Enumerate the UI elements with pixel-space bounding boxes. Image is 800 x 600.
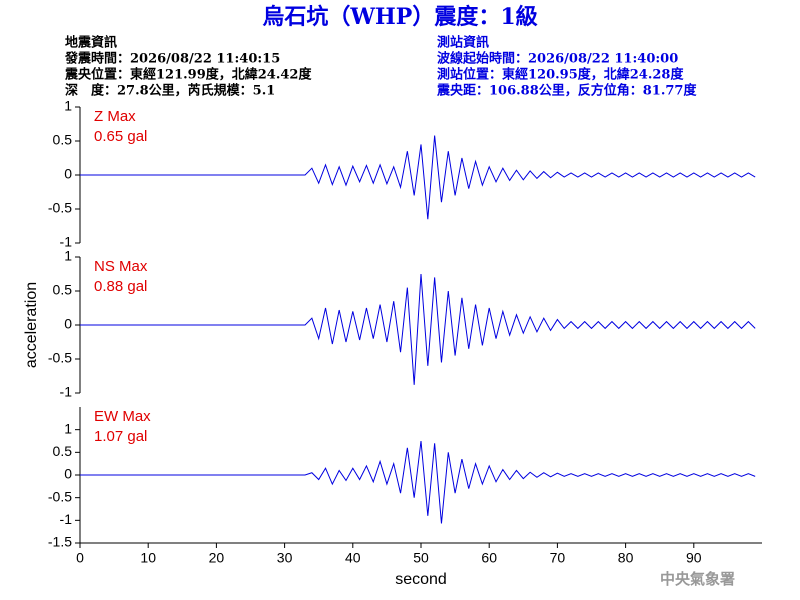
chart-title: 烏石坑（WHP）震度：1級 bbox=[262, 4, 537, 30]
info-right: 震央距：106.88公里，反方位角：81.77度 bbox=[436, 83, 697, 99]
y-tick-label: 1 bbox=[64, 248, 72, 264]
annotation: 0.88 gal bbox=[94, 278, 147, 295]
info-right: 測站資訊 bbox=[437, 35, 489, 51]
footer: 中央氣象署 bbox=[660, 570, 735, 588]
annotation: 0.65 gal bbox=[94, 128, 147, 145]
y-tick-label: 1 bbox=[64, 98, 72, 114]
y-tick-label: -0.5 bbox=[48, 350, 72, 366]
info-left: 地震資訊 bbox=[65, 35, 117, 51]
y-tick-label: 0.5 bbox=[53, 282, 73, 298]
x-tick-label: 70 bbox=[550, 550, 566, 566]
info-left: 震央位置：東經121.99度，北緯24.42度 bbox=[64, 67, 312, 83]
x-tick-label: 0 bbox=[76, 550, 84, 566]
info-right: 測站位置：東經120.95度，北緯24.28度 bbox=[437, 67, 684, 83]
annotation: 1.07 gal bbox=[94, 428, 147, 445]
y-tick-label: -0.5 bbox=[48, 200, 72, 216]
y-tick-label: 0 bbox=[64, 316, 72, 332]
x-tick-label: 40 bbox=[345, 550, 361, 566]
waveform bbox=[80, 273, 756, 385]
y-tick-label: 0.5 bbox=[53, 132, 73, 148]
info-left: 深 度：27.8公里，芮氏規模：5.1 bbox=[65, 83, 275, 99]
info-left: 發震時間：2026/08/22 11:40:15 bbox=[64, 51, 280, 67]
x-tick-label: 10 bbox=[140, 550, 156, 566]
x-tick-label: 50 bbox=[413, 550, 429, 566]
x-tick-label: 20 bbox=[209, 550, 225, 566]
x-tick-label: 90 bbox=[686, 550, 702, 566]
y-tick-label: -0.5 bbox=[48, 488, 72, 504]
y-tick-label: 0.5 bbox=[53, 443, 73, 459]
y-tick-label: 1 bbox=[64, 420, 72, 436]
annotation: Z Max bbox=[94, 108, 136, 125]
y-tick-label: -1 bbox=[60, 234, 73, 250]
x-tick-label: 60 bbox=[481, 550, 497, 566]
y-tick-label: 0 bbox=[64, 466, 72, 482]
waveform bbox=[80, 440, 756, 524]
x-tick-label: 30 bbox=[277, 550, 293, 566]
y-tick-label: 0 bbox=[64, 166, 72, 182]
y-axis-label: acceleration bbox=[23, 282, 40, 368]
annotation: NS Max bbox=[94, 258, 148, 275]
y-tick-label: -1 bbox=[60, 511, 73, 527]
x-tick-label: 80 bbox=[618, 550, 634, 566]
annotation: EW Max bbox=[94, 408, 151, 425]
x-axis-label: second bbox=[395, 571, 447, 588]
y-tick-label: -1 bbox=[60, 384, 73, 400]
info-right: 波線起始時間：2026/08/22 11:40:00 bbox=[437, 51, 678, 67]
y-tick-label: -1.5 bbox=[48, 534, 72, 550]
waveform bbox=[80, 135, 756, 220]
